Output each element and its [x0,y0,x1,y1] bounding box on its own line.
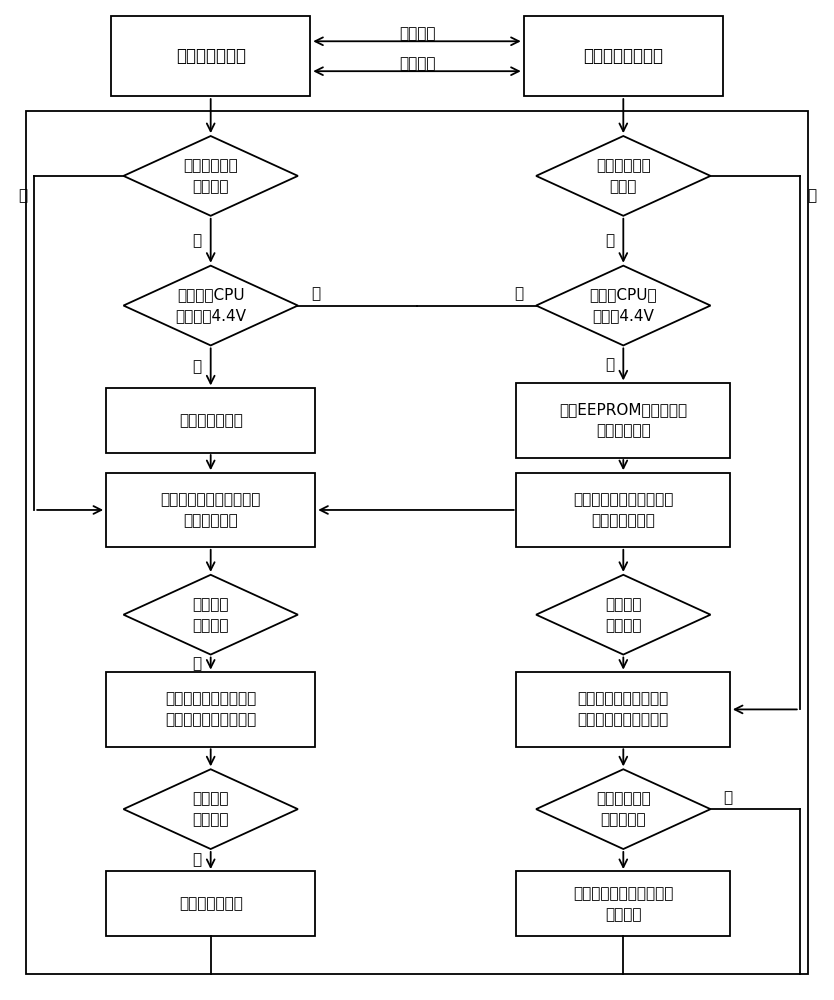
Text: 按照预设流程，执行后续
操作并回采状态: 按照预设流程，执行后续 操作并回采状态 [573,492,674,528]
Text: 否: 否 [192,656,201,671]
Text: 健康状态: 健康状态 [399,26,435,41]
Bar [516,473,731,547]
Text: 将非当班机断电: 将非当班机断电 [178,413,243,428]
Text: 是: 是 [807,188,816,203]
Polygon shape [536,575,711,655]
Text: 当班机连续四
次狗咋: 当班机连续四 次狗咋 [596,158,651,194]
Polygon shape [123,769,298,849]
Text: 是: 是 [192,359,201,374]
Text: 非当班机CPU
供电低于4.4V: 非当班机CPU 供电低于4.4V [175,288,246,324]
Text: 工作状态: 工作状态 [399,56,435,71]
Bar [516,672,731,747]
Text: 非当班机连续
四次狗咋: 非当班机连续 四次狗咋 [183,158,238,194]
Bar [106,388,315,453]
Polygon shape [536,136,711,216]
Text: 否: 否 [192,233,201,248]
Polygon shape [123,575,298,655]
Text: 回采操作
结果正确: 回采操作 结果正确 [605,597,641,633]
Text: 将非当班机切换为当班
机，原当班机上电复位: 将非当班机切换为当班 机，原当班机上电复位 [578,691,669,727]
Text: 否: 否 [192,852,201,867]
Text: 是: 是 [18,188,27,203]
Text: 将备机输出禁止: 将备机输出禁止 [178,896,243,911]
Polygon shape [123,136,298,216]
Text: 否: 否 [514,286,523,301]
Text: 按照自身程序或遥控指令
执行配电操作: 按照自身程序或遥控指令 执行配电操作 [160,492,261,528]
Text: 根据当班机发送的指令，
执行操作: 根据当班机发送的指令， 执行操作 [573,886,674,922]
Bar [106,871,315,936]
Text: 当班机CPU供
电低于4.4V: 当班机CPU供 电低于4.4V [590,288,657,324]
Bar [111,16,310,96]
Text: 将该指令内容发送给备
机，并将备机输出使能: 将该指令内容发送给备 机，并将备机输出使能 [165,691,256,727]
Bar [516,871,731,936]
Bar [516,383,731,458]
Text: 回采操作
结果正确: 回采操作 结果正确 [193,597,229,633]
Text: 否: 否 [311,286,320,301]
Polygon shape [536,769,711,849]
Bar [106,672,315,747]
Bar [27,111,807,974]
Text: 是: 是 [605,357,614,372]
Bar [106,473,315,547]
Text: 当班机（主机）: 当班机（主机） [176,47,246,65]
Polygon shape [536,266,711,345]
Text: 回采操作
结果正确: 回采操作 结果正确 [193,791,229,827]
Text: 收到当班机补
发指令请求: 收到当班机补 发指令请求 [596,791,651,827]
Text: 否: 否 [605,233,614,248]
Text: 读取EEPROM中保存的当
班机最新状态: 读取EEPROM中保存的当 班机最新状态 [560,402,687,438]
Bar [524,16,723,96]
Polygon shape [123,266,298,345]
Text: 否: 否 [723,790,732,805]
Text: 非当班机（备机）: 非当班机（备机） [583,47,663,65]
